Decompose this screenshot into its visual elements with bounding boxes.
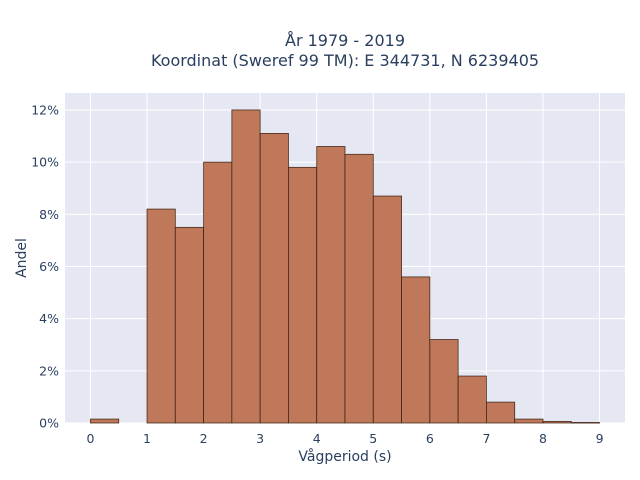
- histogram-bar: [542, 421, 572, 424]
- x-tick-label: 7: [482, 431, 490, 446]
- histogram-bar: [146, 208, 176, 424]
- x-tick-label: 4: [313, 431, 321, 446]
- histogram-bar: [514, 418, 544, 424]
- x-tick-label: 0: [86, 431, 94, 446]
- y-tick-label: 6%: [39, 259, 59, 274]
- y-tick-label: 10%: [31, 155, 59, 170]
- y-tick-label: 12%: [31, 102, 59, 117]
- histogram-bars: [90, 109, 600, 424]
- x-tick-label: 1: [143, 431, 151, 446]
- histogram-bar: [344, 153, 374, 424]
- x-tick-label: 6: [426, 431, 434, 446]
- y-tick-label: 8%: [39, 207, 59, 222]
- y-tick-label: 0%: [39, 416, 59, 431]
- y-tick-label: 4%: [39, 311, 59, 326]
- histogram-bar: [429, 339, 459, 424]
- histogram-bar: [457, 375, 487, 424]
- y-axis-title: Andel: [14, 238, 30, 278]
- histogram-bar: [90, 418, 120, 424]
- y-tick-label: 2%: [39, 363, 59, 378]
- x-tick-label: 3: [256, 431, 264, 446]
- histogram-bar: [174, 226, 204, 424]
- histogram-bar: [372, 195, 402, 424]
- histogram-bar: [486, 401, 516, 424]
- histogram-bar: [288, 166, 318, 424]
- x-tick-label: 9: [596, 431, 604, 446]
- x-axis-title: Vågperiod (s): [298, 448, 391, 465]
- x-tick-labels: 0 1 2 3 4 5 6 7 8 9: [86, 431, 603, 446]
- chart-title-line-2: Koordinat (Sweref 99 TM): E 344731, N 62…: [151, 51, 539, 70]
- x-tick-label: 8: [539, 431, 547, 446]
- histogram-bar: [570, 422, 600, 424]
- histogram-bar: [231, 109, 261, 424]
- x-tick-label: 2: [200, 431, 208, 446]
- y-tick-labels: 0% 2% 4% 6% 8% 10% 12%: [31, 102, 59, 430]
- chart-title-line-1: År 1979 - 2019: [285, 31, 405, 50]
- histogram-bar: [203, 161, 233, 424]
- histogram-bar: [316, 146, 346, 424]
- histogram-bar: [401, 276, 431, 424]
- histogram-bar: [259, 133, 289, 424]
- x-tick-label: 5: [369, 431, 377, 446]
